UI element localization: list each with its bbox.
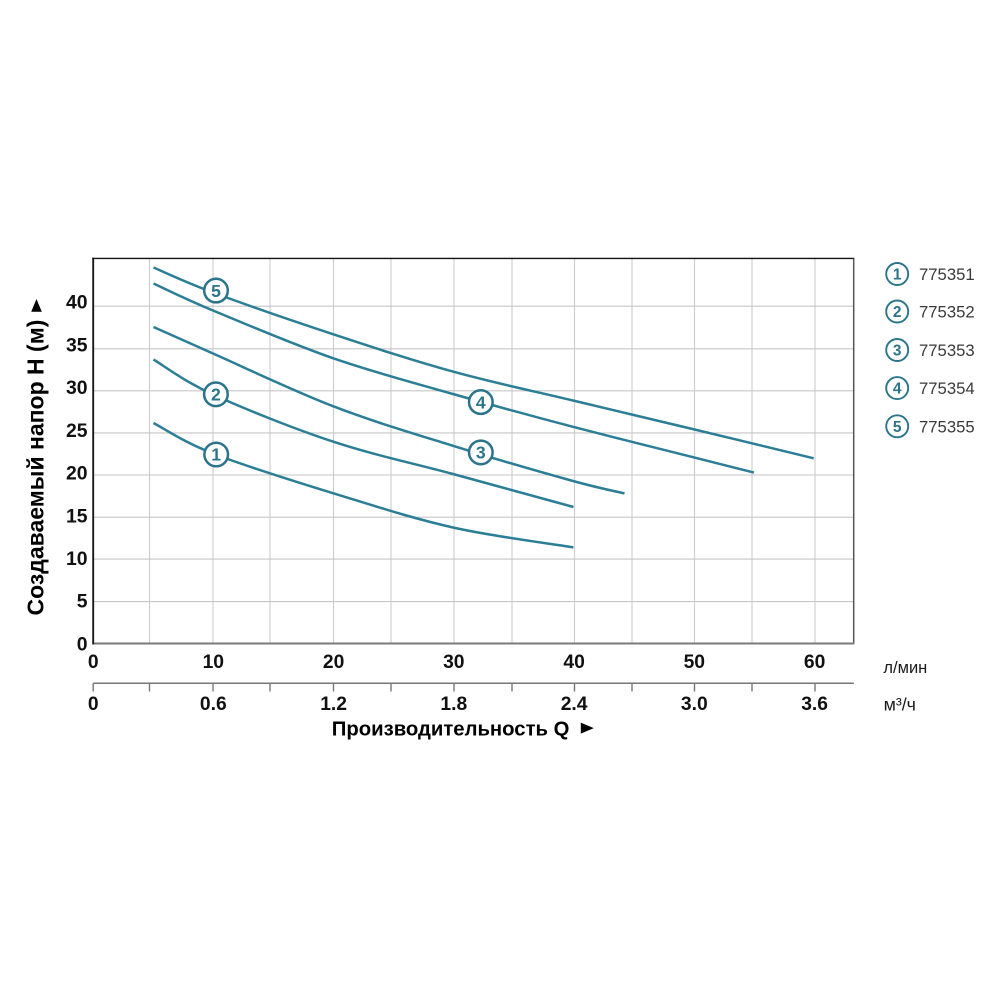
svg-text:5: 5 [77, 591, 88, 613]
svg-text:2: 2 [893, 304, 902, 321]
svg-text:4: 4 [476, 392, 486, 412]
svg-text:40: 40 [66, 292, 88, 314]
svg-text:15: 15 [66, 505, 88, 527]
svg-text:35: 35 [66, 334, 88, 356]
svg-text:60: 60 [804, 652, 825, 673]
svg-text:50: 50 [684, 652, 705, 673]
svg-text:4: 4 [893, 381, 902, 398]
svg-text:775355: 775355 [919, 417, 975, 436]
svg-text:3.0: 3.0 [681, 694, 708, 715]
svg-text:0.6: 0.6 [200, 694, 227, 715]
svg-text:2.4: 2.4 [561, 694, 588, 715]
svg-text:2: 2 [211, 385, 221, 405]
svg-text:5: 5 [211, 281, 221, 301]
svg-text:775352: 775352 [919, 303, 975, 322]
svg-text:1: 1 [211, 445, 221, 465]
svg-text:10: 10 [66, 548, 88, 570]
svg-text:30: 30 [66, 377, 88, 399]
svg-text:0: 0 [88, 652, 99, 673]
svg-text:775353: 775353 [919, 341, 975, 360]
svg-text:0: 0 [88, 694, 99, 715]
svg-text:1.8: 1.8 [440, 694, 467, 715]
svg-text:20: 20 [323, 652, 344, 673]
svg-text:3: 3 [476, 443, 486, 463]
svg-text:м³/ч: м³/ч [884, 695, 916, 715]
svg-text:25: 25 [66, 420, 88, 442]
svg-text:1: 1 [893, 267, 902, 284]
svg-text:30: 30 [443, 652, 464, 673]
svg-text:775354: 775354 [919, 379, 975, 398]
svg-text:775351: 775351 [919, 265, 975, 284]
svg-text:40: 40 [563, 652, 584, 673]
svg-text:л/мин: л/мин [883, 659, 927, 677]
svg-text:3.6: 3.6 [801, 694, 828, 715]
svg-text:20: 20 [66, 463, 88, 485]
svg-text:Производительность Q: Производительность Q [332, 718, 570, 740]
svg-text:5: 5 [893, 419, 902, 436]
svg-text:Создаваемый напор H (м): Создаваемый напор H (м) [22, 320, 48, 616]
svg-text:10: 10 [203, 652, 224, 673]
svg-text:1.2: 1.2 [320, 694, 347, 715]
svg-text:0: 0 [77, 634, 88, 656]
svg-text:3: 3 [893, 343, 902, 360]
